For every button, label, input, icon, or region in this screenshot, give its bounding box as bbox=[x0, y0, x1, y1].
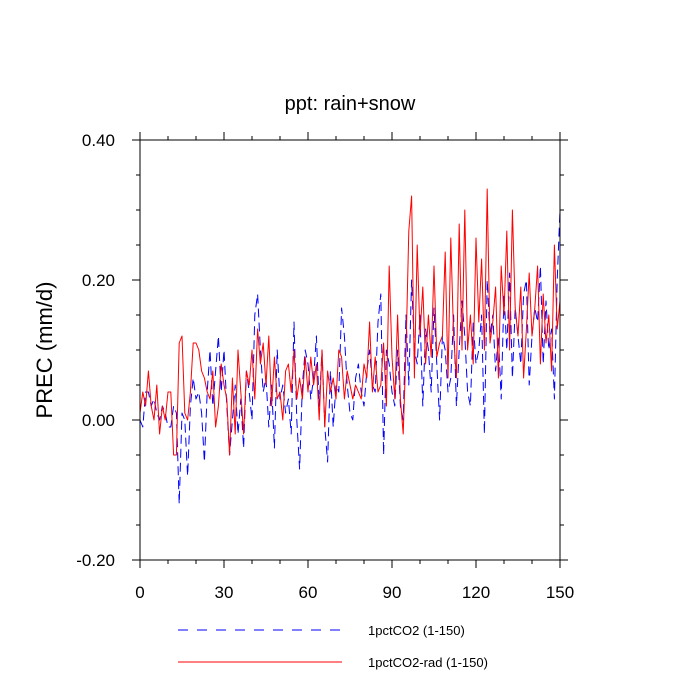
legend-label-1pctCO2-rad: 1pctCO2-rad (1-150) bbox=[368, 655, 488, 670]
x-tick-label: 60 bbox=[299, 583, 318, 602]
chart-title: ppt: rain+snow bbox=[285, 93, 416, 115]
legend: 1pctCO2 (1-150) 1pctCO2-rad (1-150) bbox=[178, 623, 488, 670]
x-tick-label: 0 bbox=[135, 583, 144, 602]
x-tick-label: 30 bbox=[215, 583, 234, 602]
series-line-1pctCO2-rad bbox=[139, 188, 561, 456]
y-tick-label: -0.20 bbox=[76, 551, 115, 570]
series-line-1pctCO2 bbox=[139, 209, 561, 505]
x-tick-labels: 0 30 60 90 120 150 bbox=[135, 583, 574, 602]
x-tick-label: 150 bbox=[546, 583, 574, 602]
series-layer bbox=[139, 188, 561, 505]
y-tick-label: 0.40 bbox=[82, 131, 115, 150]
y-tick-labels: -0.20 0.00 0.20 0.40 bbox=[76, 131, 115, 570]
plot-frame bbox=[139, 139, 561, 561]
x-tick-label: 120 bbox=[462, 583, 490, 602]
axis-ticks bbox=[132, 132, 568, 568]
y-axis-label: PREC (mm/d) bbox=[32, 282, 57, 419]
legend-label-1pctCO2: 1pctCO2 (1-150) bbox=[368, 623, 465, 638]
y-tick-label: 0.20 bbox=[82, 271, 115, 290]
x-tick-label: 90 bbox=[383, 583, 402, 602]
y-tick-label: 0.00 bbox=[82, 411, 115, 430]
